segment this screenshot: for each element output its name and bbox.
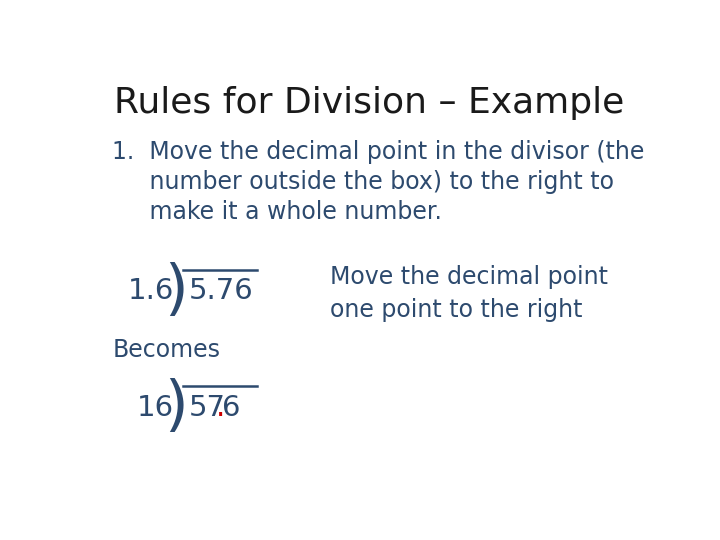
Text: one point to the right: one point to the right <box>330 298 582 322</box>
Text: 1.  Move the decimal point in the divisor (the: 1. Move the decimal point in the divisor… <box>112 140 644 164</box>
Text: Rules for Division – Example: Rules for Division – Example <box>114 85 624 119</box>
Text: .: . <box>215 394 225 422</box>
Text: make it a whole number.: make it a whole number. <box>112 199 442 224</box>
Text: number outside the box) to the right to: number outside the box) to the right to <box>112 170 614 193</box>
Text: 57: 57 <box>189 394 226 422</box>
Text: 16: 16 <box>137 394 174 422</box>
Text: 5.76: 5.76 <box>189 278 253 306</box>
Text: 6: 6 <box>222 394 240 422</box>
Text: Becomes: Becomes <box>112 338 220 362</box>
Text: 1.6: 1.6 <box>127 278 174 306</box>
Text: ): ) <box>165 262 189 321</box>
Text: ): ) <box>165 379 189 437</box>
Text: Move the decimal point: Move the decimal point <box>330 265 608 289</box>
